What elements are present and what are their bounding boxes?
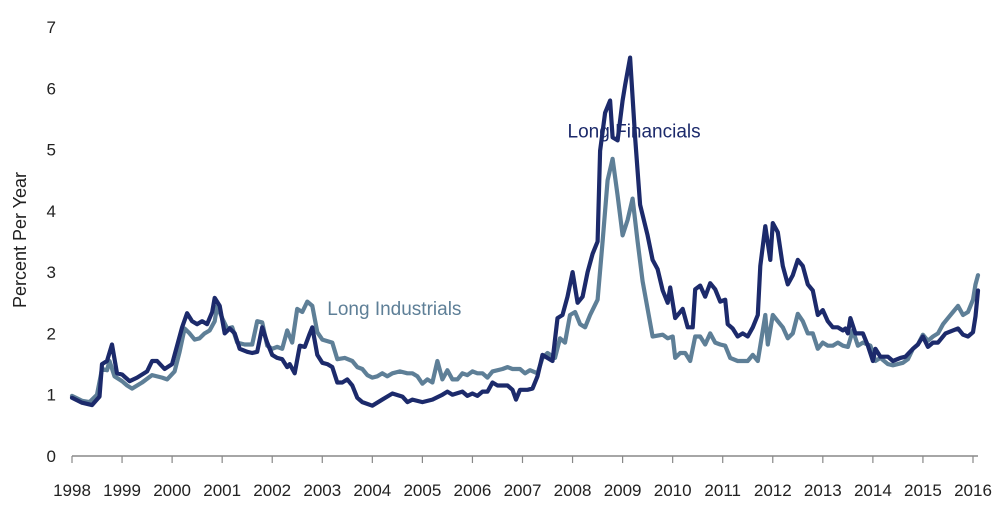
- x-tick-label: 2014: [854, 481, 892, 500]
- series-annotations: Long Financials Long Industrials: [327, 121, 700, 320]
- x-tick-label: 1999: [103, 481, 141, 500]
- y-tick-label: 1: [47, 386, 56, 405]
- x-tick-label: 1998: [53, 481, 91, 500]
- x-tick-label: 2003: [303, 481, 341, 500]
- y-axis-title: Percent Per Year: [10, 172, 30, 308]
- y-tick-label: 7: [47, 18, 56, 37]
- x-tick-label: 2008: [554, 481, 592, 500]
- x-axis-ticks: 1998 1999 2000 2001 2002 2003 2004 2005 2006 2007…: [53, 456, 992, 500]
- x-tick-label: 2010: [654, 481, 692, 500]
- x-tick-label: 2007: [504, 481, 542, 500]
- y-tick-label: 4: [47, 202, 56, 221]
- annotation-label: Long Financials: [568, 121, 701, 142]
- series-lines: [69, 55, 981, 408]
- y-tick-label: 3: [47, 263, 56, 282]
- x-tick-label: 2001: [203, 481, 241, 500]
- annotation-label: Long Industrials: [327, 299, 461, 320]
- x-tick-label: 2011: [704, 481, 741, 500]
- y-tick-label: 2: [47, 324, 56, 343]
- y-axis-ticks: 0 1 2 3 4 5 6 7: [47, 18, 56, 466]
- series-line-long-industrials: [69, 156, 981, 405]
- x-tick-label: 2016: [954, 481, 992, 500]
- x-tick-label: 2009: [604, 481, 642, 500]
- x-tick-label: 2000: [153, 481, 191, 500]
- y-tick-label: 5: [47, 141, 56, 160]
- x-tick-label: 2012: [754, 481, 792, 500]
- series-line-long-financials: [69, 55, 981, 408]
- x-tick-label: 2013: [804, 481, 842, 500]
- x-tick-label: 2015: [904, 481, 942, 500]
- x-tick-label: 2004: [353, 481, 391, 500]
- x-tick-label: 2005: [403, 481, 441, 500]
- y-tick-label: 0: [47, 447, 56, 466]
- x-tick-label: 2006: [454, 481, 492, 500]
- x-tick-label: 2002: [253, 481, 291, 500]
- y-tick-label: 6: [47, 79, 56, 98]
